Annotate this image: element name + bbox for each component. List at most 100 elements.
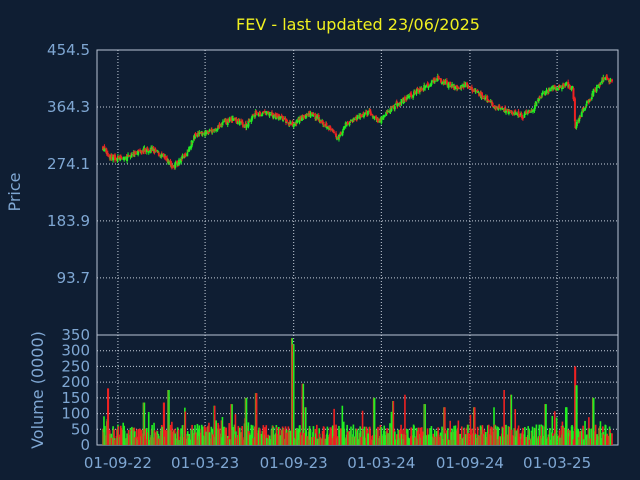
volume-bar	[458, 434, 460, 445]
candle-body	[532, 110, 535, 112]
candle-body	[515, 112, 518, 114]
candle-body	[154, 148, 157, 152]
volume-bar	[559, 437, 561, 445]
volume-bar	[582, 425, 584, 445]
candle-body	[552, 86, 555, 90]
volume-bar	[146, 428, 148, 445]
candle-body	[408, 95, 411, 98]
volume-bar	[252, 438, 255, 445]
volume-bar	[373, 397, 376, 445]
volume-bar	[353, 436, 356, 445]
volume-bar	[319, 437, 322, 445]
volume-bar	[197, 428, 199, 445]
volume-bar	[407, 437, 410, 445]
volume-bar	[397, 429, 399, 445]
volume-bar	[131, 426, 133, 445]
volume-bar	[410, 435, 413, 445]
volume-bar	[450, 432, 452, 445]
candle-body	[144, 149, 147, 152]
volume-bar	[540, 426, 543, 445]
volume-bar	[528, 439, 531, 445]
candle-body	[247, 120, 250, 127]
volume-bar	[394, 431, 396, 445]
volume-bar	[532, 436, 534, 445]
candle-body	[427, 86, 430, 88]
candle-body	[242, 125, 245, 127]
candle-body	[449, 82, 452, 86]
candle-body	[380, 117, 383, 124]
candle-body	[186, 152, 189, 157]
volume-bar	[124, 438, 126, 445]
volume-bar	[545, 404, 547, 445]
x-tick-label: 01-09-23	[260, 454, 328, 472]
candle-body	[161, 153, 164, 157]
candle-body	[282, 117, 285, 120]
candle-body	[575, 122, 578, 127]
volume-bar	[420, 427, 423, 445]
volume-bar	[305, 430, 308, 445]
volume-bar	[151, 424, 153, 445]
candle-body	[201, 133, 204, 135]
volume-bar	[177, 429, 180, 445]
volume-bar	[323, 427, 325, 445]
volume-bar	[572, 431, 574, 445]
volume-bar	[367, 433, 369, 445]
volume-bar	[164, 429, 167, 445]
volume-bar	[485, 432, 487, 445]
candle-body	[147, 151, 150, 153]
volume-bar	[289, 430, 292, 445]
volume-bar	[336, 436, 339, 445]
volume-bar	[609, 432, 612, 445]
candle-body	[193, 133, 196, 139]
candle-body	[542, 92, 545, 94]
volume-bar	[496, 426, 499, 445]
candle-body	[592, 90, 595, 93]
candle-body	[106, 152, 109, 156]
volume-bar	[237, 425, 240, 445]
candle-body	[589, 99, 592, 101]
volume-bar	[476, 426, 479, 445]
volume-bar	[304, 407, 307, 445]
candle-body	[562, 83, 565, 86]
candle-body	[251, 115, 254, 117]
volume-bar	[524, 427, 526, 445]
candle-body	[444, 81, 447, 84]
volume-bar	[451, 428, 453, 445]
candle-body	[590, 97, 593, 100]
candle-body	[501, 108, 504, 110]
volume-bar	[584, 420, 586, 445]
volume-bar	[185, 438, 187, 445]
candle-body	[124, 156, 127, 160]
volume-bar	[316, 424, 318, 445]
volume-tick-label: 250	[61, 357, 90, 375]
candle-body	[248, 120, 251, 122]
candle-body	[181, 155, 184, 159]
volume-bar	[453, 425, 455, 445]
volume-bar	[201, 426, 204, 445]
volume-bar	[510, 394, 513, 445]
volume-bar	[538, 435, 541, 445]
volume-bar	[478, 436, 480, 445]
volume-bar	[360, 436, 362, 445]
volume-bar	[365, 426, 368, 445]
volume-bar	[135, 429, 138, 445]
candle-body	[207, 131, 210, 133]
volume-bar	[286, 432, 288, 445]
volume-bar	[611, 433, 613, 445]
candle-body	[420, 88, 423, 91]
volume-bar	[589, 438, 592, 445]
volume-bar	[565, 407, 568, 445]
candle-body	[505, 110, 508, 113]
price-tick-label: 454.5	[47, 41, 90, 59]
volume-bar	[429, 428, 431, 445]
volume-bar	[343, 428, 346, 445]
candle-body	[528, 110, 531, 113]
volume-bar	[174, 438, 177, 445]
volume-bar	[120, 429, 123, 445]
volume-bar	[553, 411, 556, 445]
candle-body	[599, 83, 602, 85]
candle-body	[151, 147, 154, 150]
volume-tick-label: 350	[61, 326, 90, 344]
volume-bar	[282, 428, 285, 445]
